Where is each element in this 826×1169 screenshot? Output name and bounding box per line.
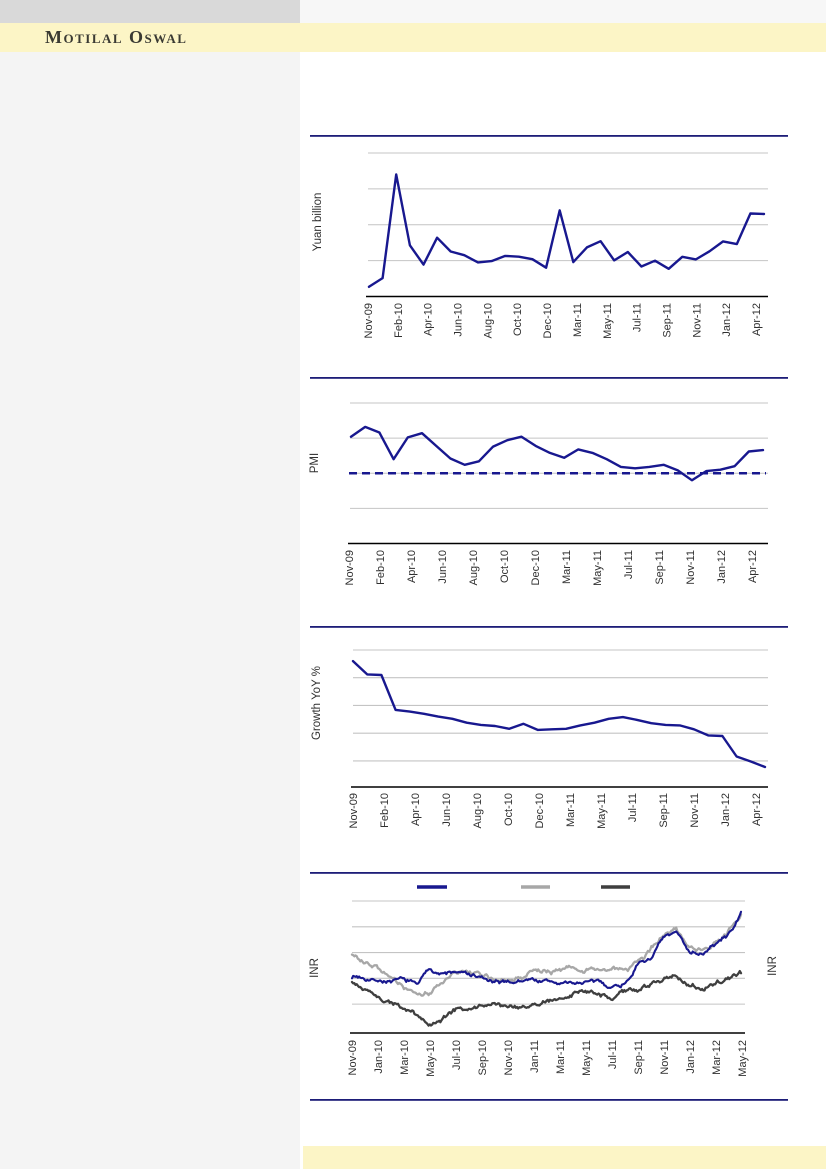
x-tick-label: Nov-11 [659, 1040, 671, 1075]
x-tick-label: Apr-10 [423, 303, 435, 336]
x-tick-label: Mar-11 [565, 793, 577, 827]
x-tick-label: Jul-11 [627, 793, 639, 822]
y-axis-label-right: INR [767, 956, 779, 976]
x-tick-label: Aug-10 [482, 303, 494, 338]
x-tick-label: Jun-10 [441, 793, 453, 827]
x-tick-label: Aug-10 [468, 550, 480, 585]
chart-yuan-billion: Nov-09 Feb-10 Apr-10 Jun-10 Aug-10 Oct-10 Dec-… [312, 152, 768, 339]
x-tick-label: May-11 [581, 1040, 593, 1076]
x-tick-label: May-12 [737, 1040, 749, 1077]
series-line-dark-gray [350, 969, 743, 1027]
x-tick-label: Dec-10 [542, 303, 554, 338]
x-tick-label: Jun-10 [437, 550, 449, 584]
divider-rule-5 [310, 1099, 788, 1101]
x-tick-label: Apr-10 [406, 550, 418, 583]
x-tick-label: May-11 [602, 303, 614, 339]
x-tick-label: Sep-11 [661, 303, 673, 338]
left-margin-panel [0, 0, 300, 1169]
brand-band: Motilal Oswal [0, 23, 826, 52]
x-tick-label: Jan-12 [720, 793, 732, 827]
x-tick-label: Jul-11 [607, 1040, 619, 1069]
x-tick-label: Sep-11 [654, 550, 666, 585]
x-tick-label: Nov-09 [347, 1040, 359, 1075]
divider-rule-2 [310, 377, 788, 379]
x-tick-label: Nov-11 [689, 793, 701, 828]
x-tick-label: Apr-12 [747, 550, 759, 583]
series-line-navy [351, 659, 767, 769]
x-tick-label: Apr-12 [751, 793, 763, 826]
divider-rule-4 [310, 872, 788, 874]
x-tick-label: Dec-10 [534, 793, 546, 828]
x-tick-label: Jun-10 [453, 303, 465, 337]
x-tick-label: Dec-10 [530, 550, 542, 585]
x-tick-label: Sep-10 [477, 1040, 489, 1075]
x-tick-label: Nov-09 [344, 550, 356, 585]
x-tick-label: Sep-11 [633, 1040, 645, 1075]
x-tick-label: Mar-11 [555, 1040, 567, 1074]
x-tick-label: Jan-12 [721, 303, 733, 337]
x-tick-label: Nov-11 [691, 303, 703, 338]
x-tick-label: Jul-11 [623, 550, 635, 579]
y-axis-label: Growth YoY % [311, 666, 323, 740]
x-tick-label: Aug-10 [472, 793, 484, 828]
x-tick-label: May-10 [425, 1040, 437, 1077]
y-axis-label: PMI [309, 453, 321, 473]
x-tick-label: Jan-11 [529, 1040, 541, 1073]
x-tick-label: Mar-11 [572, 303, 584, 337]
x-tick-label: Nov-10 [503, 1040, 515, 1075]
x-tick-label: Oct-10 [512, 303, 524, 336]
x-tick-label: Oct-10 [503, 793, 515, 826]
series-line-gray [350, 913, 743, 997]
x-tick-label: Nov-09 [363, 303, 375, 338]
x-tick-label: Sep-11 [658, 793, 670, 828]
x-tick-label: Jan-12 [685, 1040, 697, 1074]
x-tick-label: May-11 [596, 793, 608, 829]
x-tick-label: Feb-10 [379, 793, 391, 828]
x-tick-label: May-11 [592, 550, 604, 586]
series-line-navy [367, 173, 766, 288]
x-tick-label: Mar-10 [399, 1040, 411, 1075]
x-tick-label: Nov-09 [348, 793, 360, 828]
y-axis-label: Yuan billion [312, 193, 324, 252]
x-tick-label: Apr-12 [751, 303, 763, 336]
x-tick-label: Jan-10 [373, 1040, 385, 1074]
section-divider-rules [310, 135, 788, 1101]
bottom-yellow-band [303, 1146, 826, 1169]
divider-rule-3 [310, 626, 788, 628]
x-tick-label: Apr-10 [410, 793, 422, 826]
x-tick-label: Feb-10 [393, 303, 405, 338]
x-tick-label: Jan-12 [716, 550, 728, 584]
chart-growth-yoy: Nov-09 Feb-10 Apr-10 Jun-10 Aug-10 Oct-10 Dec-… [311, 649, 768, 829]
chart-pmi: Nov-09 Feb-10 Apr-10 Jun-10 Aug-10 Oct-10 Dec-… [309, 402, 768, 586]
x-tick-label: Mar-12 [711, 1040, 723, 1075]
y-axis-label: INR [309, 958, 321, 978]
series-line-navy [349, 425, 765, 482]
x-tick-label: Mar-11 [561, 550, 573, 584]
x-tick-label: Feb-10 [375, 550, 387, 585]
x-tick-label: Jul-10 [451, 1040, 463, 1070]
x-tick-label: Nov-11 [685, 550, 697, 585]
brand-logo-text: Motilal Oswal [45, 27, 188, 47]
divider-rule-1 [310, 135, 788, 137]
top-gray-bar [0, 0, 300, 23]
series-line-navy [350, 910, 743, 990]
chart-inr: Nov-09 Jan-10 Mar-10 May-10 Jul-10 Sep-10 Nov-… [309, 885, 779, 1077]
x-tick-label: Oct-10 [499, 550, 511, 583]
x-tick-label: Jul-11 [632, 303, 644, 332]
top-light-strip [300, 0, 826, 23]
